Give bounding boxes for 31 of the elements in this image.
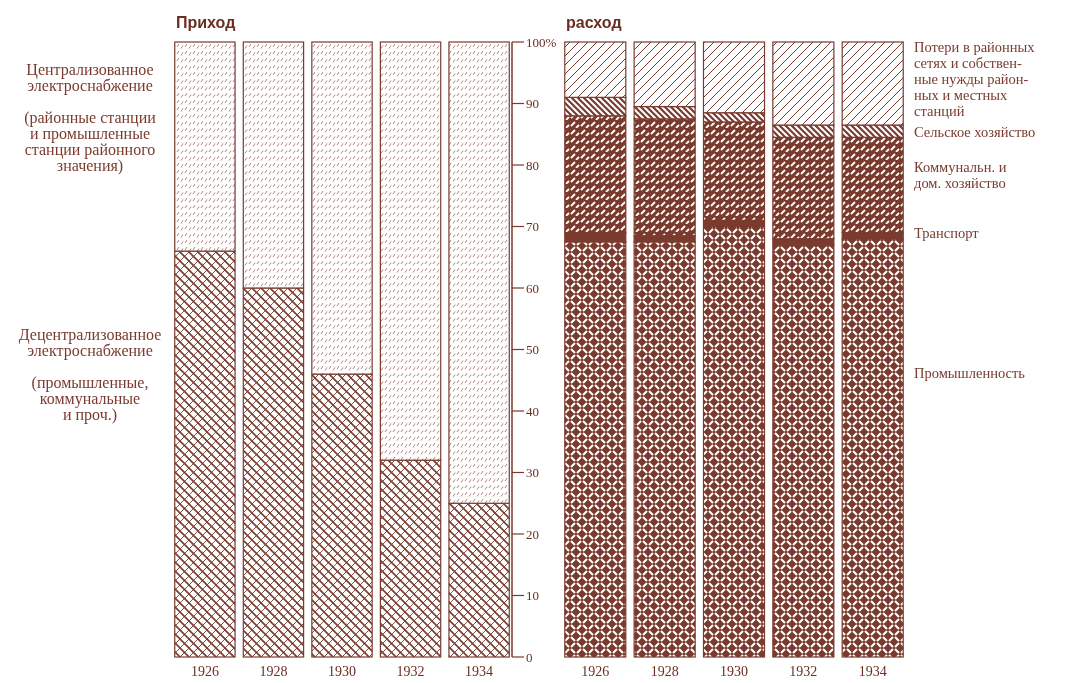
series-label: Промышленность bbox=[914, 365, 1026, 381]
series-label: Децентрализованное электроснабжение (промышленные, коммунальные и проч.) bbox=[18, 326, 162, 424]
series-label: Потери в районных сетях и собствен- ные нужды район- ных и местных станций bbox=[914, 39, 1036, 119]
x-tick-label: 1928 bbox=[650, 664, 679, 679]
x-tick-label: 1934 bbox=[858, 664, 887, 679]
chart-title: Приход bbox=[176, 14, 236, 31]
series-label: Централизованное электроснабжение (районные станции и промышленные станции районного значения) bbox=[24, 61, 157, 175]
y-tick-label: 0 bbox=[526, 649, 533, 665]
x-tick-label: 1930 bbox=[720, 664, 748, 679]
y-tick-label: 60 bbox=[526, 280, 539, 296]
series-label: Коммунальн. и дом. хозяйство bbox=[914, 159, 1007, 191]
x-tick-label: 1932 bbox=[396, 664, 425, 679]
y-tick-label: 20 bbox=[526, 526, 539, 542]
chart-title: расход bbox=[566, 14, 622, 31]
y-tick-label: 10 bbox=[526, 588, 539, 604]
y-tick-label: 100% bbox=[526, 34, 557, 50]
x-tick-label: 1926 bbox=[581, 664, 610, 679]
x-tick-label: 1926 bbox=[190, 664, 219, 679]
y-tick-label: 90 bbox=[526, 96, 539, 112]
y-tick-label: 50 bbox=[526, 342, 539, 358]
y-tick-label: 80 bbox=[526, 157, 539, 173]
x-tick-label: 1934 bbox=[465, 664, 494, 679]
x-tick-label: 1932 bbox=[789, 664, 818, 679]
y-tick-label: 30 bbox=[526, 465, 539, 481]
y-tick-label: 70 bbox=[526, 219, 539, 235]
y-tick-label: 40 bbox=[526, 403, 539, 419]
series-label: Транспорт bbox=[914, 225, 980, 241]
x-tick-label: 1930 bbox=[328, 664, 356, 679]
x-tick-label: 1928 bbox=[259, 664, 288, 679]
bar bbox=[702, 225, 766, 658]
series-label: Сельское хозяйство bbox=[914, 124, 1036, 140]
